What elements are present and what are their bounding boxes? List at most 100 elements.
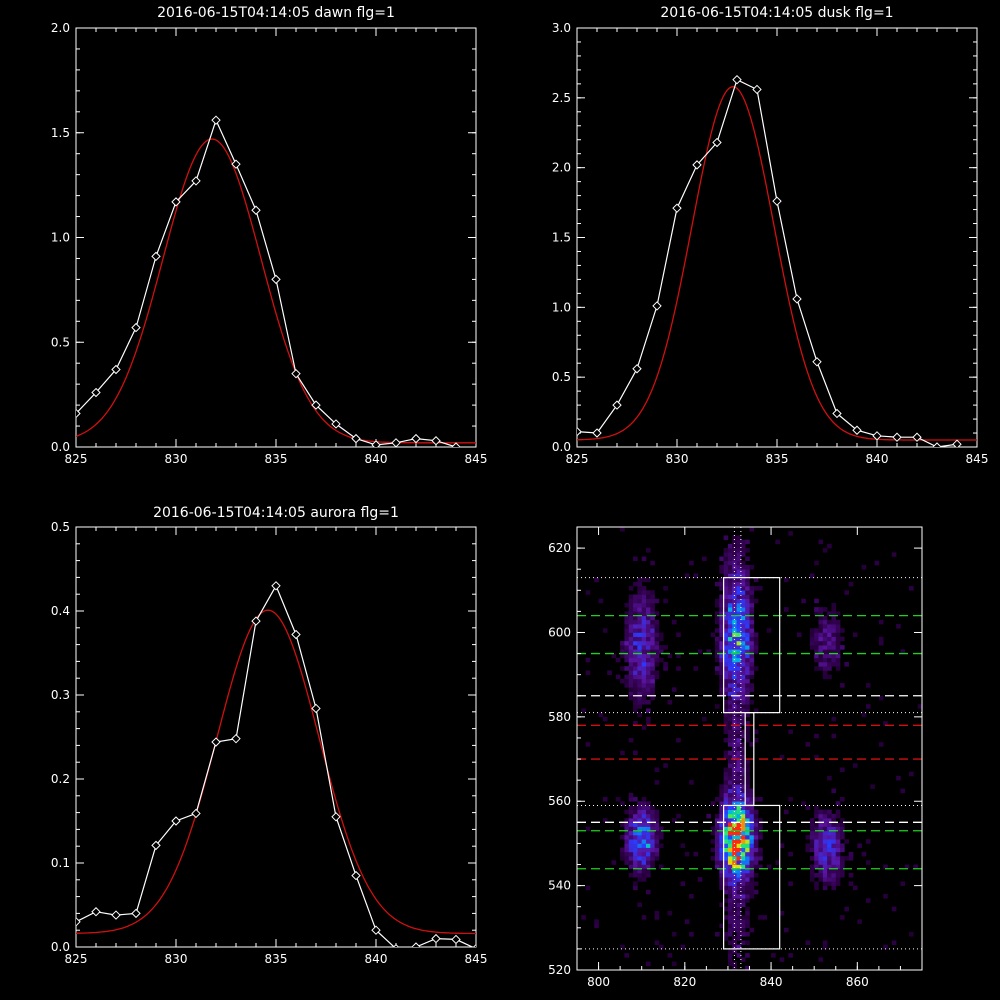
heatmap-cell [818, 877, 824, 882]
heatmap-cell [745, 906, 750, 912]
heatmap-cell [641, 695, 647, 701]
heatmap-cell [745, 670, 750, 675]
heatmap-cell [745, 813, 750, 819]
heatmap-cell [732, 915, 737, 920]
heatmap-cell [602, 797, 608, 802]
heatmap-cell [641, 632, 647, 637]
heatmap-cell [650, 678, 655, 684]
heatmap-cell [628, 872, 634, 878]
heatmap-cell [822, 813, 828, 819]
heatmap-cell [663, 666, 668, 671]
heatmap-cell [723, 813, 729, 819]
heatmap-cell [719, 607, 724, 612]
heatmap-cell [646, 590, 651, 595]
heatmap-cell [727, 560, 733, 566]
dusk-title: 2016-06-15T04:14:05 dusk flg=1 [660, 5, 893, 21]
heatmap-cell [719, 564, 724, 570]
heatmap-cell [861, 851, 867, 857]
heatmap-cell [654, 649, 660, 654]
heatmap-cell [827, 666, 832, 671]
heatmap-cell [727, 915, 733, 920]
heatmap-cell [719, 556, 724, 562]
heatmap-cell [814, 598, 819, 604]
heatmap-cell [835, 657, 841, 663]
heatmap-cell [654, 653, 660, 659]
heatmap-cell [801, 598, 806, 604]
heatmap-cell [654, 670, 660, 675]
heatmap-cell [581, 708, 586, 713]
heatmap-cell [736, 872, 742, 878]
heatmap-cell [650, 628, 655, 633]
heatmap-cell [633, 885, 638, 891]
heatmap-cell [719, 809, 724, 815]
heatmap-cell [732, 940, 737, 945]
heatmap-cell [827, 636, 832, 642]
heatmap-cell [745, 586, 750, 591]
heatmap-cell [831, 856, 837, 861]
heatmap-cell [831, 716, 837, 722]
heatmap-cell [715, 830, 720, 836]
heatmap-cell [654, 851, 660, 857]
heatmap-cell [727, 653, 733, 659]
heatmap-cell [637, 678, 642, 684]
heatmap-cell [745, 767, 750, 773]
heatmap-cell [740, 564, 746, 570]
heatmap-cell [676, 653, 681, 659]
heatmap-cell [740, 695, 746, 701]
dawn-observed-point [231, 159, 241, 169]
heatmap-cell [732, 830, 737, 836]
heatmap-cell [736, 699, 742, 705]
dawn-plot: 2016-06-15T04:14:05 dawn flg=1 825 830 835… [51, 5, 488, 466]
heatmap-cell [732, 708, 737, 713]
heatmap-cell [736, 932, 742, 937]
heatmap-cell [740, 666, 746, 671]
heatmap-cell [732, 662, 737, 667]
heatmap-cell [831, 662, 837, 667]
heatmap-cell [740, 864, 746, 870]
heatmap-cell [633, 619, 638, 625]
heatmap-cell [891, 552, 897, 557]
heatmap-cell [727, 759, 733, 764]
dawn-xtick-label: 845 [465, 452, 488, 466]
heatmap-cell [637, 645, 642, 650]
heatmap-cell [620, 649, 625, 654]
heatmap-cell [736, 737, 742, 743]
heatmap-cell [814, 856, 819, 861]
heatmap-cell [727, 864, 733, 870]
heatmap-cell [723, 611, 729, 616]
heatmap-cell [628, 666, 634, 671]
heatmap-cell [715, 864, 720, 870]
heatmap-cell [732, 750, 737, 756]
heatmap-cell [740, 611, 746, 616]
heatmap-cell [641, 657, 647, 663]
heatmap-cell [732, 670, 737, 675]
heatmap-cell [904, 864, 910, 870]
heatmap-cell [727, 813, 733, 819]
heatmap-cell [732, 539, 737, 545]
heatmap-cell [831, 851, 837, 857]
dusk-ytick-label: 0.0 [552, 440, 571, 454]
heatmap-cell [633, 632, 638, 637]
heatmap-cell [727, 805, 733, 810]
heatmap-cell [641, 826, 647, 832]
heatmap-cell [745, 636, 750, 642]
heatmap-cell [736, 919, 742, 924]
heatmap-cell [715, 611, 720, 616]
heatmap-cell [814, 847, 819, 853]
heatmap-cell [650, 830, 655, 836]
heatmap-cell [723, 708, 729, 713]
heatmap-cell [594, 577, 599, 583]
heatmap-cell [646, 822, 651, 827]
heatmap-cell [723, 809, 729, 815]
heatmap-cell [633, 602, 638, 608]
heatmap-cell [732, 687, 737, 692]
heatmap-cell [822, 868, 828, 874]
heatmap-cell [727, 902, 733, 908]
heatmap-cell [723, 915, 729, 920]
heatmap-cell [624, 632, 630, 637]
heatmap-cell [732, 860, 737, 865]
heatmap-cell [753, 889, 759, 895]
heatmap-cell [723, 657, 729, 663]
heatmap-cell [745, 666, 750, 671]
heatmap-cell [719, 839, 724, 844]
